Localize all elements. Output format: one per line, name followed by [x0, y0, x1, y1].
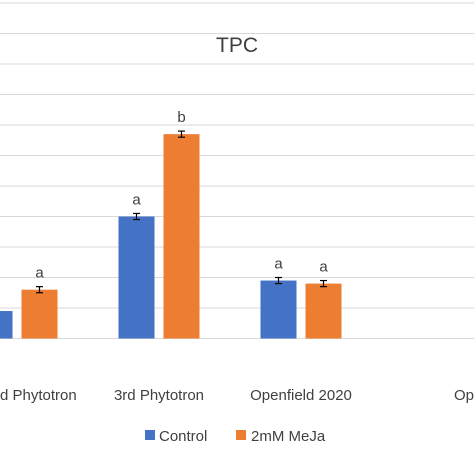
- significance-label: a: [132, 191, 141, 208]
- significance-label: a: [35, 265, 44, 282]
- legend-swatch-control: [145, 430, 155, 440]
- x-tick-label: Openfield 2020: [250, 387, 352, 404]
- gridlines: [0, 2, 474, 339]
- bar-control: [0, 311, 13, 339]
- bar-2mm-meja: [163, 134, 200, 339]
- bar-control: [260, 280, 297, 339]
- significance-label: a: [274, 256, 283, 273]
- significance-label: b: [177, 109, 185, 126]
- significance-label: a: [319, 259, 328, 276]
- bar-2mm-meja: [305, 283, 342, 339]
- legend-label: Control: [159, 428, 207, 445]
- legend: Control 2mM MeJa: [145, 428, 326, 445]
- x-tick-label: d Phytotron: [0, 387, 77, 404]
- x-axis-tick-labels: d Phytotron 3rd Phytotron Openfield 2020 Op: [0, 387, 474, 404]
- chart-title: TPC: [216, 34, 258, 57]
- legend-swatch-2mm-meja: [236, 430, 246, 440]
- x-tick-label: Op: [454, 387, 474, 404]
- legend-label: 2mM MeJa: [251, 428, 326, 445]
- bar-control: [118, 216, 155, 339]
- bars: aaabaa: [0, 109, 342, 339]
- bar-2mm-meja: [21, 289, 58, 339]
- x-tick-label: 3rd Phytotron: [114, 387, 204, 404]
